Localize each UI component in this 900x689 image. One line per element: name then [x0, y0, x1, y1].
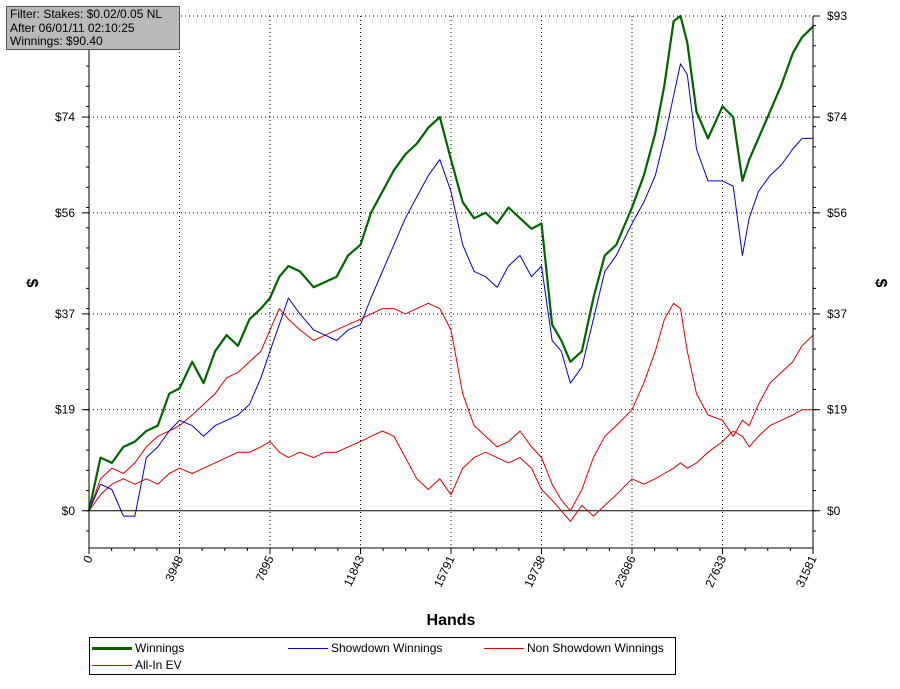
legend-item-allin-ev: All-In EV — [92, 657, 182, 673]
x-axis: 0 3948 7895 11843 15791 19738 23686 27633 31581 — [80, 548, 820, 590]
y-axis-title-right: $ — [872, 279, 889, 288]
y-tick-label-right: $19 — [827, 403, 847, 417]
legend-item-winnings: Winnings — [92, 640, 184, 656]
x-tick-label: 0 — [80, 553, 96, 565]
legend-swatch-winnings — [92, 647, 132, 651]
y-tick-label-right: $56 — [827, 206, 847, 220]
y-tick-label-left: $19 — [55, 403, 75, 417]
x-tick-label: 15791 — [431, 553, 458, 589]
y-tick-label-left: $0 — [62, 504, 76, 518]
x-tick-label: 19738 — [521, 553, 548, 589]
filter-date-text: After 06/01/11 02:10:25 — [10, 20, 135, 35]
x-axis-title: Hands — [427, 612, 476, 629]
series-non-showdown-line — [88, 409, 813, 522]
legend-swatch-non-showdown — [484, 648, 524, 650]
y-tick-label-right: $74 — [827, 110, 847, 124]
legend-swatch-showdown — [288, 648, 328, 650]
y-tick-label-right: $93 — [827, 9, 847, 23]
x-tick-label: 3948 — [162, 553, 186, 583]
legend-item-non-showdown: Non Showdown Winnings — [484, 640, 664, 656]
filter-stakes-text: Filter: Stakes: $0.02/0.05 NL — [10, 7, 163, 21]
legend-label-showdown: Showdown Winnings — [331, 641, 443, 655]
filter-winnings-text: Winnings: $90.40 — [10, 34, 103, 48]
y-axis-title-left: $ — [23, 279, 40, 288]
legend-label-allin-ev: All-In EV — [135, 658, 182, 672]
y-tick-label-right: $37 — [827, 307, 847, 321]
legend-swatch-allin-ev — [92, 665, 132, 667]
x-tick-label: 27633 — [702, 553, 729, 589]
x-tick-label: 23686 — [612, 553, 639, 589]
series-allin-ev-line — [88, 302, 814, 512]
legend: Winnings Showdown Winnings Non Showdown … — [89, 637, 676, 675]
legend-item-showdown: Showdown Winnings — [288, 640, 442, 656]
y-tick-label-left: $56 — [55, 206, 75, 220]
grid-lines — [89, 15, 813, 548]
legend-label-non-showdown: Non Showdown Winnings — [527, 641, 664, 655]
x-tick-label: 11843 — [341, 553, 368, 589]
y-tick-label-left: $74 — [55, 110, 75, 124]
y-tick-label-right: $0 — [827, 504, 841, 518]
series-layer — [87, 14, 814, 522]
x-tick-label: 31581 — [793, 553, 820, 589]
filter-info-box: Filter: Stakes: $0.02/0.05 NL After 06/0… — [6, 6, 180, 50]
series-winnings-line — [87, 14, 814, 512]
series-showdown-line — [88, 63, 813, 517]
legend-label-winnings: Winnings — [135, 641, 185, 655]
y-tick-label-left: $37 — [55, 307, 75, 321]
x-tick-label: 7895 — [253, 553, 277, 583]
